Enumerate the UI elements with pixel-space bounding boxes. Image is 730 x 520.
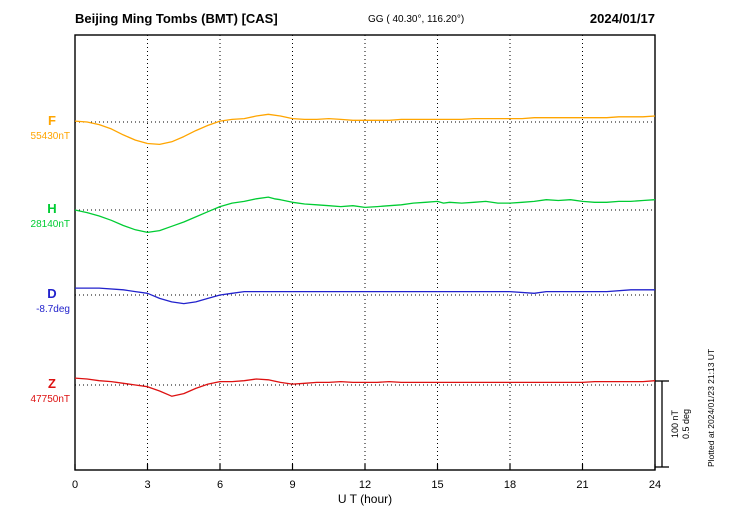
- trace-Z: [74, 377, 656, 397]
- axis-ticks: [74, 464, 656, 470]
- x-axis-label: U T (hour): [338, 492, 392, 506]
- x-tick-label: 6: [217, 479, 223, 491]
- channel-baseline-value-H: 28140nT: [31, 219, 70, 230]
- channel-labels: F 55430nT H 28140nT D -8.7deg Z 47750nT: [31, 113, 70, 405]
- channel-baseline-value-D: -8.7deg: [36, 304, 70, 315]
- trace-F: [74, 113, 656, 146]
- axis-tick-labels: 0 3 6 9 12 15 18 21 24: [72, 479, 661, 491]
- channel-letter-Z: Z: [48, 376, 56, 391]
- trace-D: [75, 287, 655, 305]
- traces: [74, 113, 656, 397]
- x-tick-label: 3: [144, 479, 150, 491]
- plotted-at-note: Plotted at 2024/01/23 21:13 UT: [706, 349, 716, 467]
- channel-letter-H: H: [47, 201, 56, 216]
- x-tick-label: 12: [359, 479, 371, 491]
- plot-date: 2024/01/17: [590, 11, 655, 26]
- geo-coordinates: GG ( 40.30°, 116.20°): [368, 14, 464, 25]
- trace-H: [74, 196, 656, 234]
- x-tick-label: 9: [289, 479, 295, 491]
- channel-baseline-value-F: 55430nT: [31, 131, 70, 142]
- x-tick-label: 24: [649, 479, 661, 491]
- scale-bar-deg-label: 0.5 deg: [681, 409, 691, 439]
- gridlines: [147, 35, 583, 470]
- x-tick-label: 0: [72, 479, 78, 491]
- x-tick-label: 18: [504, 479, 516, 491]
- baselines: [75, 121, 655, 386]
- channel-letter-D: D: [47, 286, 56, 301]
- channel-letter-F: F: [48, 113, 56, 128]
- x-tick-label: 15: [431, 479, 443, 491]
- scale-bar-nt-label: 100 nT: [670, 409, 680, 438]
- channel-baseline-value-Z: 47750nT: [31, 394, 70, 405]
- plot-frame: [74, 34, 656, 471]
- station-title: Beijing Ming Tombs (BMT) [CAS]: [75, 11, 278, 26]
- x-tick-label: 21: [576, 479, 588, 491]
- scale-bar: 100 nT 0.5 deg: [655, 380, 691, 468]
